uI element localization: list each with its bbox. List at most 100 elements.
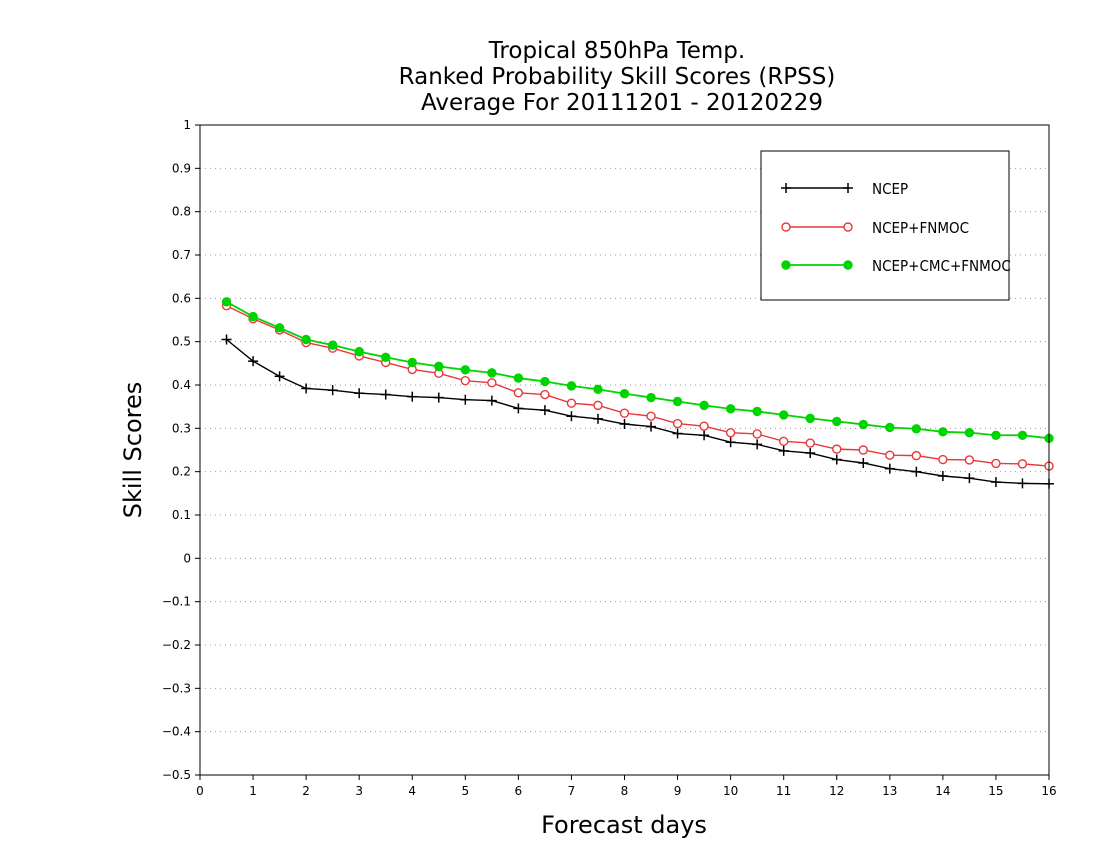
data-point (990, 477, 1001, 488)
y-tick-label: 0.4 (172, 378, 191, 392)
data-point (221, 334, 232, 345)
legend-marker (781, 183, 791, 193)
data-point (964, 427, 975, 438)
data-point (964, 473, 975, 484)
y-tick-label: 0.2 (172, 465, 191, 479)
data-point (752, 429, 762, 439)
data-point (672, 418, 683, 429)
data-point (1017, 459, 1028, 469)
y-tick-label: −0.4 (162, 725, 191, 739)
data-point (991, 430, 1001, 440)
data-point (699, 421, 709, 431)
series-line (226, 301, 1050, 440)
data-point (832, 416, 842, 427)
x-tick-label: 0 (196, 784, 204, 798)
data-point (540, 376, 550, 387)
data-point (566, 411, 577, 422)
data-point (566, 398, 577, 408)
y-tick-label: −0.1 (162, 595, 191, 609)
data-point (301, 334, 311, 345)
y-tick-label: 0.9 (172, 161, 191, 175)
data-point (248, 356, 259, 367)
data-point (725, 427, 736, 438)
data-point (858, 458, 869, 468)
data-point (672, 396, 683, 407)
x-tick-label: 9 (674, 784, 682, 798)
data-point (911, 424, 922, 434)
data-point (460, 365, 471, 375)
data-point (513, 388, 524, 398)
data-point (911, 450, 922, 461)
y-tick-label: 1 (183, 118, 191, 132)
data-series (221, 297, 1054, 489)
data-point (964, 455, 975, 465)
legend: NCEP NCEP+FNMOC NCEP+CMC+FNMOC (760, 150, 1011, 301)
data-point (725, 437, 736, 448)
data-point (460, 394, 471, 405)
legend-label: NCEP+CMC+FNMOC (872, 257, 1011, 275)
data-point (433, 392, 444, 403)
y-tick-label: 0.7 (172, 248, 191, 262)
legend-label: NCEP (872, 180, 908, 198)
data-point (513, 403, 524, 414)
data-point (831, 454, 842, 465)
x-tick-label: 13 (882, 784, 897, 798)
data-point (832, 444, 842, 454)
data-point (487, 378, 497, 388)
data-point (1017, 478, 1028, 489)
y-tick-label: 0.3 (172, 421, 191, 435)
y-tick-label: 0.6 (172, 291, 191, 305)
data-point (778, 436, 789, 447)
data-point (752, 439, 763, 450)
data-point (937, 471, 948, 481)
x-tick-label: 2 (302, 784, 310, 798)
data-point (540, 389, 550, 400)
legend-marker (781, 222, 791, 232)
chart-title-line-3: Average For 20111201 - 20120229 (421, 90, 823, 116)
series-ncep-fnmoc (221, 301, 1054, 471)
data-point (805, 438, 815, 448)
y-tick-label: 0 (183, 551, 191, 565)
data-point (434, 361, 444, 372)
data-point (274, 323, 285, 333)
data-point (513, 373, 524, 383)
data-point (539, 405, 550, 416)
data-point (327, 340, 338, 350)
data-point (593, 384, 603, 395)
y-tick-label: −0.2 (162, 638, 191, 652)
data-point (354, 346, 364, 357)
legend-label: NCEP+FNMOC (872, 219, 969, 237)
chart-title: Tropical 850hPa Temp. Ranked Probability… (399, 38, 836, 116)
data-point (858, 419, 868, 430)
y-tick-label: −0.3 (162, 681, 191, 695)
x-tick-label: 15 (988, 784, 1003, 798)
x-tick-label: 7 (568, 784, 576, 798)
data-point (381, 352, 391, 362)
data-point (593, 400, 603, 411)
axes: −0.5 −0.4 −0.3 −0.2 −0.1 0 0.1 0.2 0.3 0.4 0.5 0.6 0… (162, 118, 1057, 798)
data-point (1017, 430, 1028, 440)
data-point (619, 419, 630, 429)
legend-marker (781, 260, 791, 270)
y-axis-title: Skill Scores (119, 382, 147, 519)
y-tick-label: 0.1 (172, 508, 191, 522)
data-point (938, 427, 948, 437)
data-point (884, 463, 895, 474)
x-tick-label: 6 (515, 784, 523, 798)
x-axis-title: Forecast days (541, 811, 707, 839)
legend-item: NCEP (781, 180, 908, 198)
series-ncep (221, 334, 1054, 489)
chart-title-line-2: Ranked Probability Skill Scores (RPSS) (399, 64, 836, 90)
data-point (460, 375, 471, 386)
data-point (991, 458, 1001, 469)
x-tick-label: 14 (935, 784, 950, 798)
data-point (805, 413, 815, 424)
data-point (221, 297, 232, 307)
data-point (619, 388, 630, 399)
data-point (407, 391, 418, 402)
x-tick-label: 12 (829, 784, 844, 798)
data-point (487, 368, 497, 378)
x-tick-label: 5 (461, 784, 469, 798)
legend-item: NCEP+FNMOC (781, 219, 969, 237)
